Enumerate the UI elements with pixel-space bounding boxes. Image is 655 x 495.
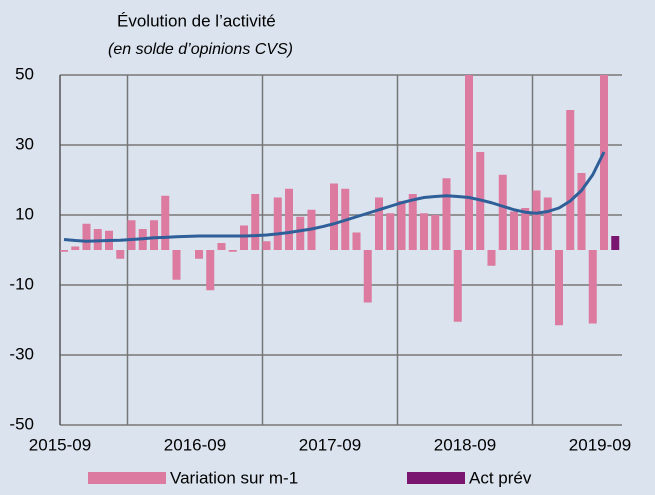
bar — [217, 243, 226, 250]
bar — [386, 213, 395, 250]
bar — [262, 241, 271, 250]
bar — [273, 197, 282, 250]
y-tick-label: 10 — [15, 204, 34, 223]
bar — [465, 75, 473, 250]
bar — [228, 250, 237, 252]
bar — [397, 201, 406, 250]
x-tick-label: 2019-09 — [569, 435, 631, 454]
bar — [206, 250, 215, 291]
legend-swatch — [407, 472, 465, 484]
bar — [420, 213, 428, 250]
y-tick-label: -30 — [9, 344, 34, 363]
bar — [296, 216, 305, 250]
y-tick-label: -10 — [9, 274, 34, 293]
bar — [442, 178, 451, 250]
chart-title: Évolution de l’activité — [117, 11, 276, 30]
bar — [330, 183, 338, 250]
bar — [600, 75, 608, 250]
legend-swatch — [88, 472, 166, 484]
bar — [532, 190, 541, 250]
legend-label: Act prév — [469, 468, 532, 487]
bar — [510, 211, 518, 250]
bar — [555, 250, 563, 326]
bar — [521, 208, 530, 250]
bar — [82, 223, 91, 250]
bar — [285, 188, 293, 250]
x-tick-label: 2018-09 — [434, 435, 496, 454]
bar — [363, 250, 372, 303]
bar — [71, 246, 80, 250]
bar — [498, 174, 507, 250]
bar — [161, 195, 170, 250]
bar — [453, 250, 462, 322]
bar — [431, 215, 440, 250]
x-tick-label: 2015-09 — [29, 435, 91, 454]
bar — [172, 250, 181, 280]
x-tick-label: 2016-09 — [164, 435, 226, 454]
bar — [195, 250, 203, 259]
bar — [127, 220, 136, 250]
bar — [375, 197, 383, 250]
bar — [352, 232, 361, 250]
y-tick-label: 30 — [15, 134, 34, 153]
bar — [116, 250, 125, 259]
bar — [543, 197, 552, 250]
bar — [588, 250, 597, 324]
legend-label: Variation sur m-1 — [170, 468, 298, 487]
y-tick-label: -50 — [9, 414, 34, 433]
bar — [150, 220, 158, 250]
bar — [566, 110, 575, 250]
bar — [487, 250, 496, 266]
bar — [251, 194, 260, 250]
bar — [240, 225, 248, 250]
bar — [611, 236, 620, 250]
trend-line — [63, 151, 606, 243]
bar — [60, 250, 68, 252]
bar — [577, 173, 586, 250]
bar — [408, 194, 417, 250]
x-tick-label: 2017-09 — [299, 435, 361, 454]
y-tick-label: 50 — [15, 64, 34, 83]
chart-subtitle: (en solde d’opinions CVS) — [108, 41, 293, 58]
